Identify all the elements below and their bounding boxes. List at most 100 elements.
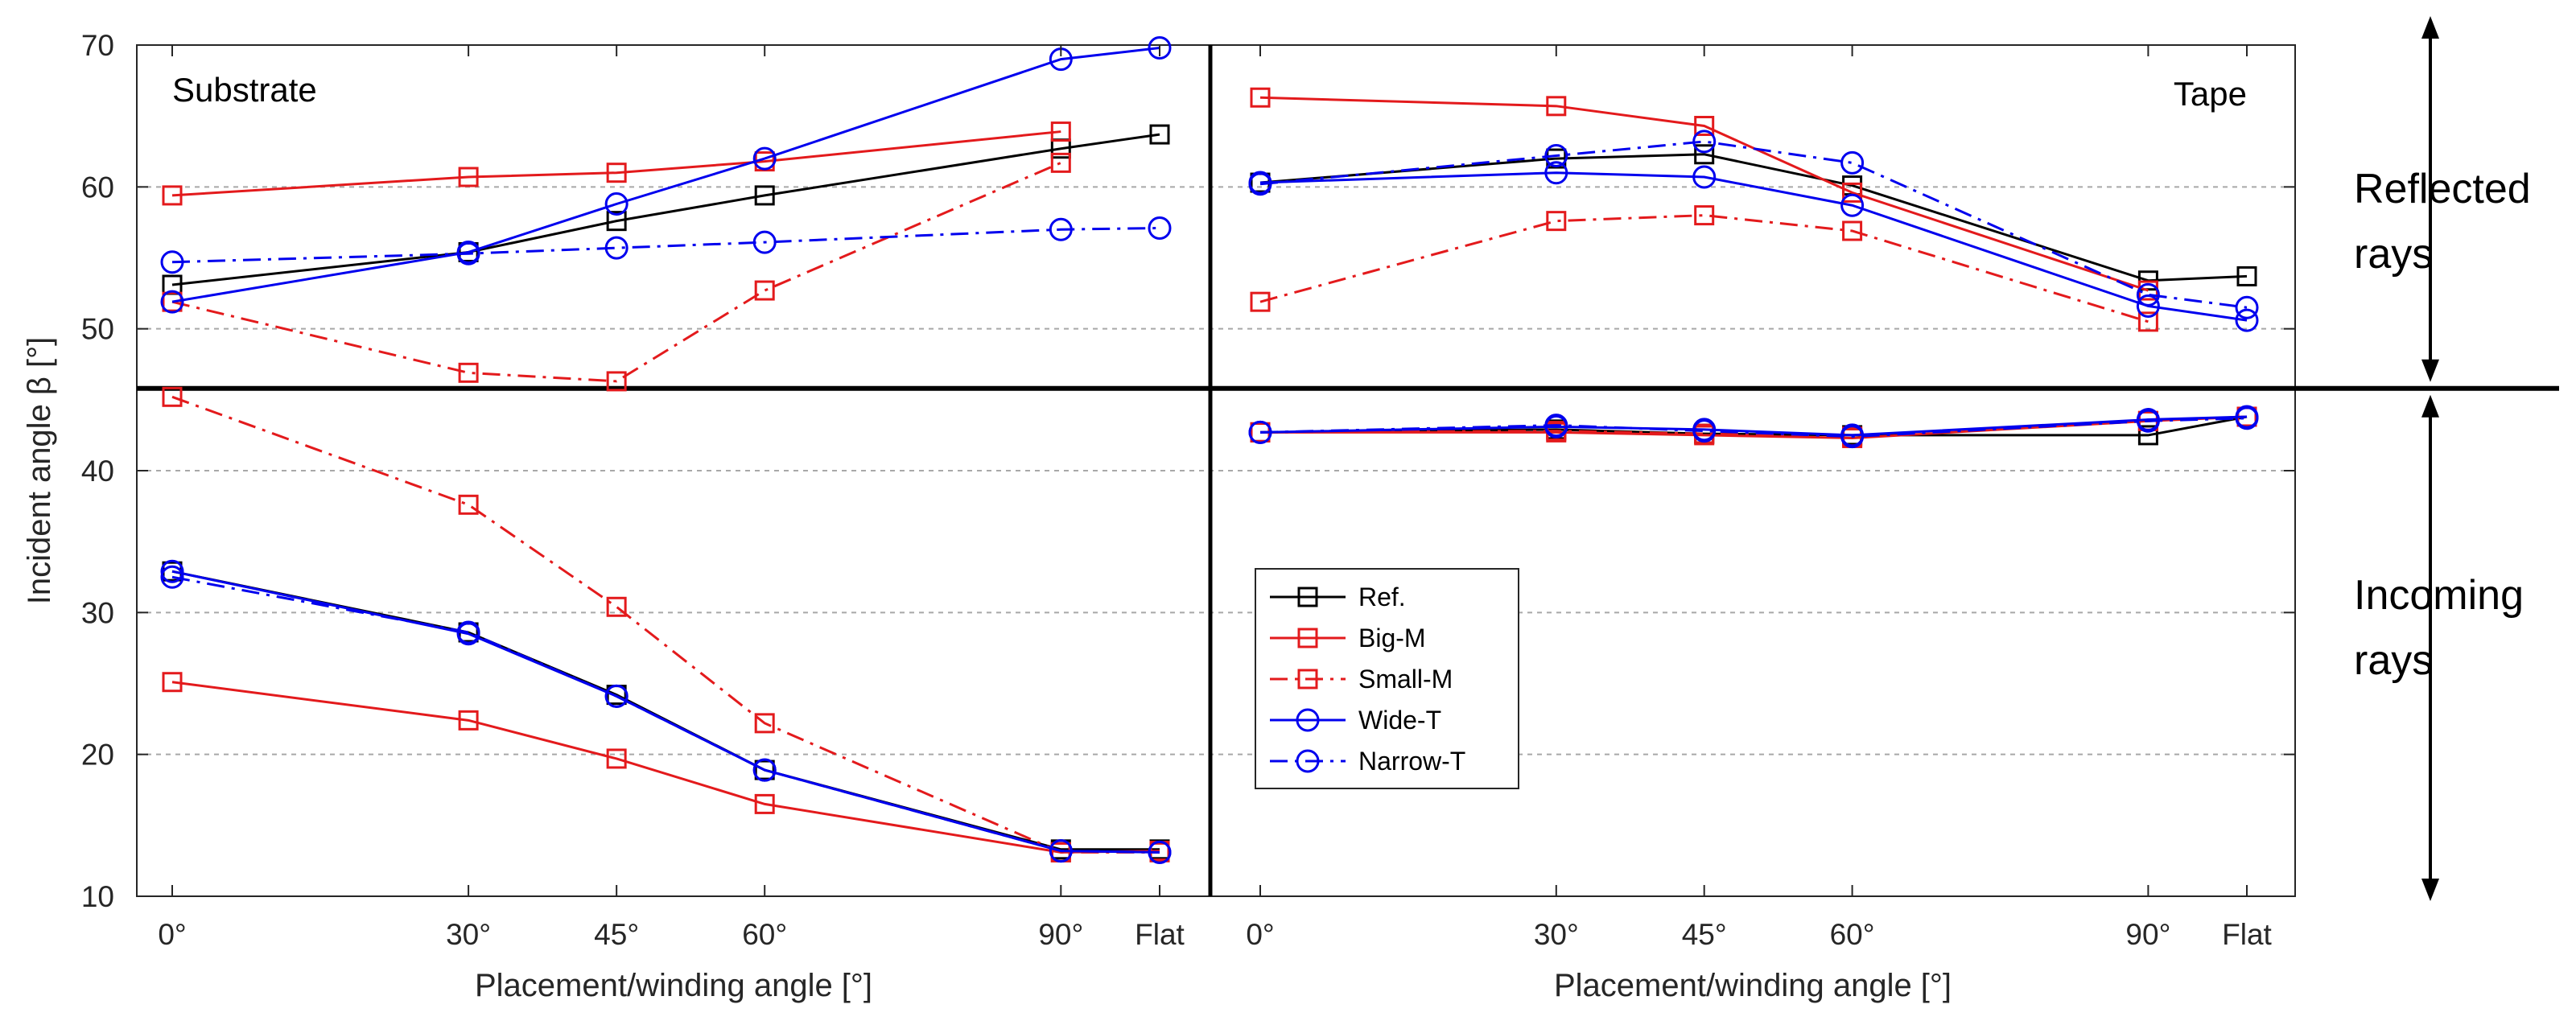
data-point: [1049, 217, 1073, 241]
x-tick-label: 30°: [446, 918, 491, 951]
series-ref-incoming: [1250, 406, 2257, 446]
data-point: [1250, 291, 1271, 312]
series: [160, 36, 2259, 864]
series-narrowt-incoming: [1248, 406, 2259, 449]
series-line: [171, 681, 1160, 854]
data-point: [160, 559, 184, 583]
panel-title-tape: Tape: [2174, 75, 2247, 113]
y-tick-label: 70: [81, 29, 114, 62]
legend-label: Small-M: [1358, 665, 1453, 694]
data-point: [1544, 161, 1568, 185]
series-line: [1259, 140, 2248, 309]
data-point: [752, 146, 777, 171]
data-point: [1842, 220, 1863, 241]
data-point: [752, 230, 777, 254]
data-point: [606, 211, 627, 232]
series-ref-reflected: [162, 124, 1170, 295]
legend-marker: [1296, 749, 1320, 773]
data-point: [1840, 193, 1865, 217]
legend-marker: [1297, 628, 1318, 648]
series-narrowt-reflected: [1248, 130, 2259, 319]
data-point: [2235, 406, 2259, 430]
x-tick-label: 0°: [158, 918, 186, 951]
data-point: [1692, 165, 1717, 189]
data-point: [1694, 116, 1715, 137]
series-line: [1259, 214, 2149, 323]
series-narrowt-incoming: [160, 565, 1172, 864]
data-point: [1694, 205, 1715, 226]
series-line: [171, 226, 1160, 264]
series-line: [1259, 415, 2248, 437]
side-label-reflected: rays: [2354, 231, 2433, 278]
series-bigm-reflected: [162, 121, 1071, 206]
data-point: [1148, 216, 1172, 240]
x-axis-label: Placement/winding angle [°]: [1554, 968, 1952, 1003]
data-point: [1050, 152, 1071, 173]
legend-marker: [1297, 669, 1318, 690]
data-point: [606, 596, 627, 617]
y-tick-label: 50: [81, 313, 114, 346]
legend: Ref. Big-M Small-M Wide-T Narrow-T: [1255, 568, 1519, 789]
data-point: [1544, 144, 1568, 168]
legend-marker: [1296, 708, 1320, 732]
legend-marker: [1297, 587, 1318, 607]
data-point: [458, 710, 479, 731]
data-point: [606, 163, 627, 183]
series-smallm-reflected: [1250, 205, 2158, 332]
data-point: [2235, 308, 2259, 332]
data-point: [162, 386, 183, 407]
data-point: [162, 672, 183, 693]
series-line: [171, 570, 1160, 854]
x-tick-label: 60°: [742, 918, 787, 951]
data-point: [1692, 419, 1717, 443]
y-tick-label: 60: [81, 171, 114, 204]
data-point: [754, 280, 775, 301]
data-point: [1840, 150, 1865, 175]
series-line: [171, 133, 1160, 286]
data-point: [160, 565, 184, 589]
x-tick-label: Flat: [1135, 918, 1185, 951]
side-label-incoming: Incoming: [2354, 572, 2524, 619]
x-tick-label: 60°: [1830, 918, 1875, 951]
legend-label: Big-M: [1358, 624, 1426, 652]
x-tick-label: 0°: [1246, 918, 1274, 951]
data-point: [1248, 172, 1272, 196]
arrow-head: [2421, 359, 2439, 382]
series-smallm-incoming: [1250, 406, 2257, 447]
series-line: [171, 395, 1160, 854]
data-point: [2236, 266, 2257, 286]
data-point: [604, 191, 629, 216]
data-point: [1148, 840, 1172, 864]
data-point: [604, 684, 629, 708]
series-ref-reflected: [1250, 144, 2257, 291]
x-tick-label: 90°: [2125, 918, 2170, 951]
data-point: [1250, 87, 1271, 108]
data-point: [458, 362, 479, 383]
y-tick-label: 30: [81, 596, 114, 629]
series-line: [171, 161, 1061, 383]
series-line: [1259, 153, 2248, 282]
data-point: [754, 793, 775, 814]
series-line: [1259, 96, 2149, 292]
data-point: [1049, 839, 1073, 863]
data-point: [604, 236, 629, 260]
data-point: [2137, 311, 2158, 332]
data-point: [458, 494, 479, 515]
x-tick-label: Flat: [2222, 918, 2272, 951]
arrow-head: [2421, 16, 2439, 39]
series-widet-incoming: [160, 559, 1172, 864]
data-point: [1840, 425, 1865, 449]
data-point: [2136, 282, 2160, 307]
data-point: [752, 758, 777, 782]
data-point: [1149, 124, 1170, 145]
data-point: [1544, 414, 1568, 438]
series-bigm-reflected: [1250, 87, 2158, 301]
data-point: [754, 185, 775, 206]
legend-label: Ref.: [1358, 582, 1406, 611]
data-point: [1692, 130, 1717, 154]
series-line: [171, 130, 1061, 197]
data-point: [1546, 211, 1567, 232]
grid: [137, 186, 2295, 755]
series-narrowt-reflected: [160, 216, 1172, 274]
series-line: [171, 575, 1160, 854]
